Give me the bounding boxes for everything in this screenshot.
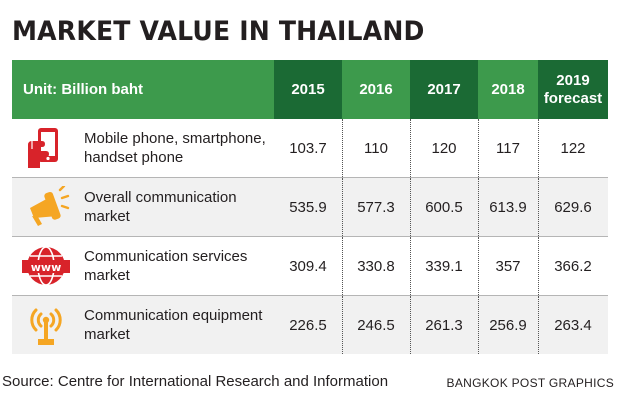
column-divider — [538, 237, 539, 295]
graphics-credit: BANGKOK POST GRAPHICS — [446, 376, 614, 390]
cell-2015: 535.9 — [289, 198, 327, 216]
megaphone-icon — [22, 184, 70, 228]
column-divider — [410, 296, 411, 354]
www-globe-icon: www — [22, 245, 70, 287]
cell-2015: 103.7 — [289, 139, 327, 157]
cell-2017: 600.5 — [425, 198, 463, 216]
column-divider — [478, 237, 479, 295]
source-note: Source: Centre for International Researc… — [2, 373, 389, 390]
cell-2016: 246.5 — [357, 316, 395, 334]
table-row: Communication equipment market 226.5 246… — [12, 296, 608, 354]
smartphone-hand-icon — [22, 127, 70, 169]
table-row: www Communication services market 309.4 … — [12, 237, 608, 295]
column-header-2018: 2018 — [478, 60, 538, 119]
row-label: Mobile phone, smartphone, handset phone — [84, 130, 266, 166]
row-divider — [12, 236, 608, 237]
column-divider — [478, 178, 479, 236]
cell-2016: 330.8 — [357, 257, 395, 275]
column-divider — [410, 119, 411, 177]
unit-header-cell — [12, 60, 274, 119]
column-divider — [410, 178, 411, 236]
cell-2019: 366.2 — [554, 257, 592, 275]
column-divider — [342, 119, 343, 177]
cell-2016: 577.3 — [357, 198, 395, 216]
table-row: Mobile phone, smartphone, handset phone … — [12, 119, 608, 177]
column-divider — [538, 119, 539, 177]
column-header-2015: 2015 — [274, 60, 342, 119]
column-divider — [538, 296, 539, 354]
cell-2017: 120 — [431, 139, 457, 157]
cell-2015: 309.4 — [289, 257, 327, 275]
column-divider — [538, 178, 539, 236]
data-table: Unit: Billion baht 2015 2016 2017 2018 2… — [12, 60, 608, 354]
row-divider — [12, 295, 608, 296]
column-header-2017: 2017 — [410, 60, 478, 119]
table-row: Overall communication market 535.9 577.3… — [12, 178, 608, 236]
row-label: Communication services market — [84, 248, 248, 284]
cell-2018: 117 — [496, 139, 520, 157]
row-label: Communication equipment market — [84, 307, 263, 343]
cell-2018: 613.9 — [489, 198, 527, 216]
cell-2019: 122 — [560, 139, 586, 157]
column-divider — [342, 296, 343, 354]
chart-title: MARKET VALUE IN THAILAND — [12, 16, 425, 47]
column-divider — [478, 119, 479, 177]
column-header-2016: 2016 — [342, 60, 410, 119]
antenna-icon — [22, 304, 70, 346]
cell-2019: 629.6 — [554, 198, 592, 216]
column-divider — [342, 178, 343, 236]
cell-2018: 357 — [495, 257, 521, 275]
cell-2017: 339.1 — [425, 257, 463, 275]
cell-2018: 256.9 — [489, 316, 527, 334]
cell-2019: 263.4 — [554, 316, 592, 334]
unit-label: Unit: Billion baht — [23, 81, 143, 98]
cell-2015: 226.5 — [289, 316, 327, 334]
table-header: Unit: Billion baht 2015 2016 2017 2018 2… — [12, 60, 608, 119]
cell-2016: 110 — [364, 139, 388, 157]
cell-2017: 261.3 — [425, 316, 463, 334]
row-label: Overall communication market — [84, 189, 237, 225]
column-divider — [410, 237, 411, 295]
row-divider — [12, 177, 608, 178]
column-divider — [478, 296, 479, 354]
svg-text:www: www — [31, 261, 62, 274]
column-header-2019-forecast: 2019 forecast — [538, 60, 608, 119]
column-divider — [342, 237, 343, 295]
